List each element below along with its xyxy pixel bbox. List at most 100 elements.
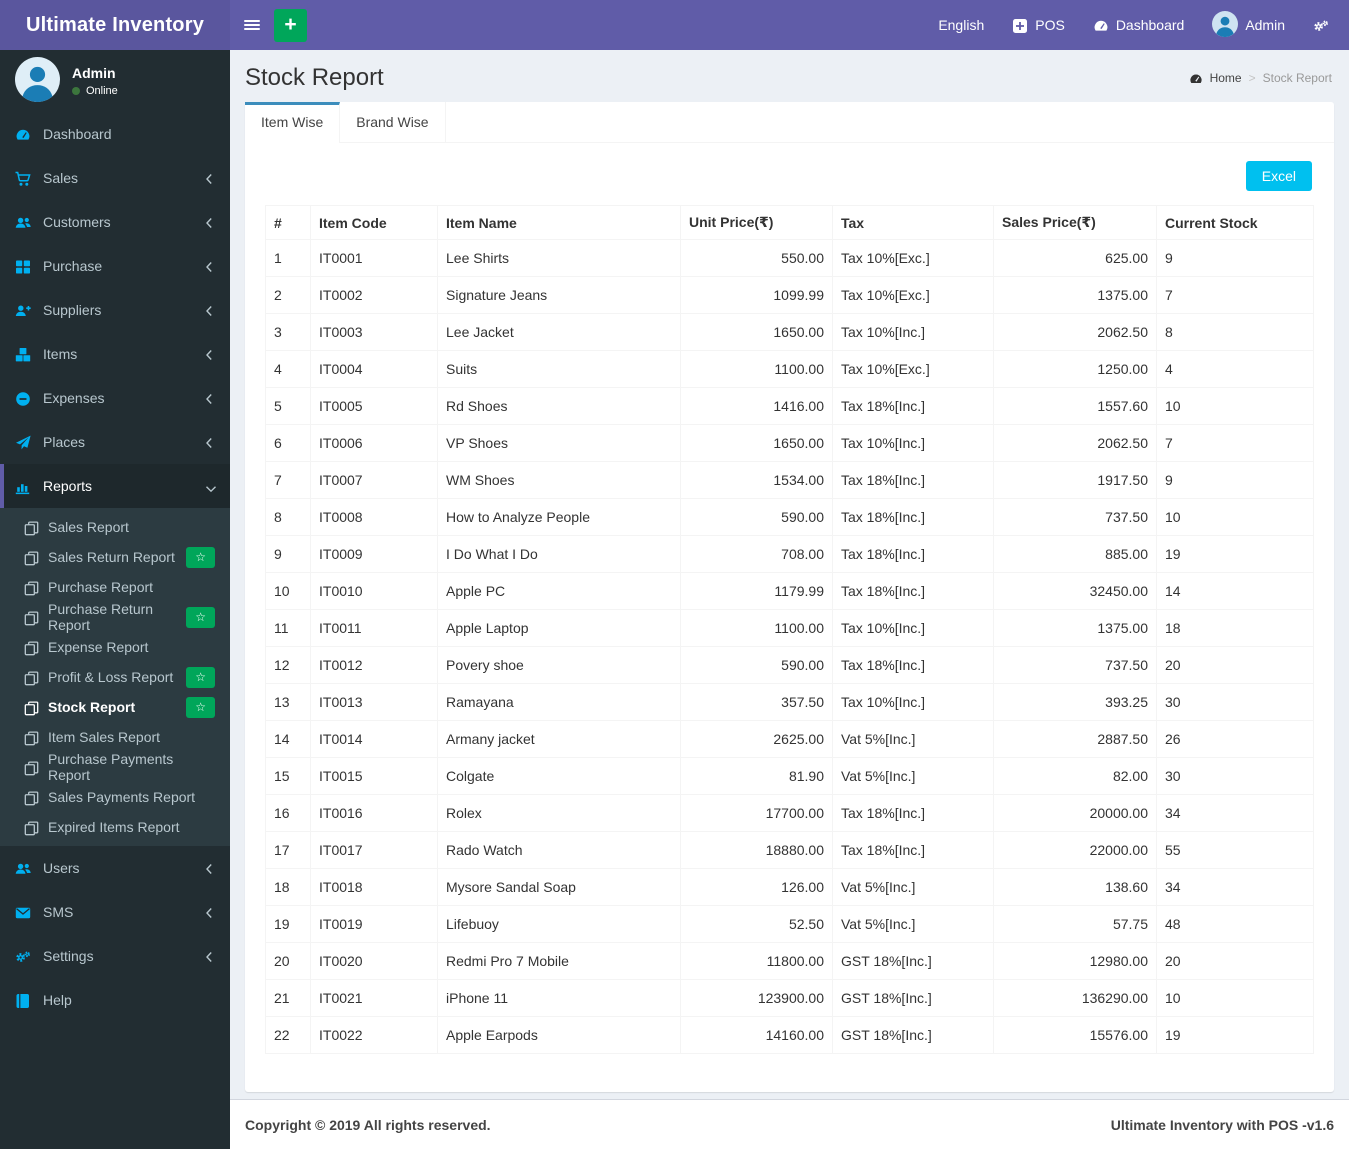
cell-current-stock: 10 (1156, 979, 1314, 1017)
submenu-item-label: Expired Items Report (48, 819, 180, 835)
sidebar-item-customers[interactable]: Customers (0, 200, 230, 244)
cell-sno: 13 (265, 683, 311, 721)
cell-item-code: IT0013 (310, 683, 438, 721)
sidebar-item-sales[interactable]: Sales (0, 156, 230, 200)
submenu-item-item-sales-report[interactable]: Item Sales Report (0, 722, 230, 752)
submenu-item-purchase-payments-report[interactable]: Purchase Payments Report (0, 751, 230, 783)
cell-unit-price: 1534.00 (680, 461, 833, 499)
sidebar-item-users[interactable]: Users (0, 846, 230, 890)
submenu-item-sales-report[interactable]: Sales Report (0, 512, 230, 542)
submenu-item-expired-items-report[interactable]: Expired Items Report (0, 812, 230, 842)
tachometer-icon (1093, 17, 1109, 33)
cell-current-stock: 55 (1156, 831, 1314, 869)
sidebar-item-label: Dashboard (43, 126, 112, 142)
cell-sno: 10 (265, 572, 311, 610)
cell-unit-price: 1416.00 (680, 387, 833, 425)
chevron-left-icon (205, 950, 215, 962)
submenu-item-expense-report[interactable]: Expense Report (0, 632, 230, 662)
cell-item-code: IT0021 (310, 979, 438, 1017)
page-title: Stock Report (245, 64, 384, 91)
quick-add-button[interactable]: + (274, 8, 307, 42)
sidebar-item-suppliers[interactable]: Suppliers (0, 288, 230, 332)
footer: Copyright © 2019 All rights reserved. Ul… (230, 1099, 1349, 1149)
sidebar-item-label: Help (43, 992, 72, 1008)
top-navbar: Ultimate Inventory + English POS Dashboa… (0, 0, 1349, 50)
submenu-item-profit-loss-report[interactable]: Profit & Loss Report ☆ (0, 662, 230, 692)
cell-tax: Tax 10%[Exc.] (832, 276, 994, 314)
star-badge: ☆ (186, 546, 215, 568)
plus-square-icon (1012, 17, 1028, 34)
cell-unit-price: 14160.00 (680, 1016, 833, 1054)
online-status-label: Online (86, 85, 118, 97)
cell-item-name: Colgate (437, 757, 681, 795)
table-row: 5 IT0005 Rd Shoes 1416.00 Tax 18%[Inc.] … (265, 387, 1314, 425)
sidebar-item-purchase[interactable]: Purchase (0, 244, 230, 288)
cell-item-name: Armany jacket (437, 720, 681, 758)
cell-item-name: Ramayana (437, 683, 681, 721)
submenu-item-label: Stock Report (48, 699, 136, 715)
table-row: 3 IT0003 Lee Jacket 1650.00 Tax 10%[Inc.… (265, 313, 1314, 351)
cell-sno: 21 (265, 979, 311, 1017)
tab-item-wise[interactable]: Item Wise (245, 102, 341, 143)
cell-sales-price: 1917.50 (993, 461, 1157, 499)
cell-current-stock: 19 (1156, 535, 1314, 573)
cell-current-stock: 14 (1156, 572, 1314, 610)
sidebar-item-expenses[interactable]: Expenses (0, 376, 230, 420)
cell-tax: Vat 5%[Inc.] (832, 757, 994, 795)
submenu-item-sales-payments-report[interactable]: Sales Payments Report (0, 782, 230, 812)
language-menu[interactable]: English (938, 17, 985, 33)
chevron-left-icon (205, 348, 215, 360)
cell-item-code: IT0015 (310, 757, 438, 795)
sidebar-item-dashboard[interactable]: Dashboard (0, 112, 230, 156)
tab-brand-wise[interactable]: Brand Wise (340, 102, 446, 142)
tab-strip: Item Wise Brand Wise (245, 102, 1334, 143)
cell-sno: 15 (265, 757, 311, 795)
sidebar-item-sms[interactable]: SMS (0, 890, 230, 934)
copy-icon (24, 580, 39, 596)
breadcrumb-home[interactable]: Home (1209, 71, 1242, 85)
table-row: 2 IT0002 Signature Jeans 1099.99 Tax 10%… (265, 276, 1314, 314)
chevron-down-icon (205, 480, 216, 493)
sidebar-item-help[interactable]: Help (0, 978, 230, 1022)
cell-unit-price: 590.00 (680, 646, 833, 684)
footer-copyright: Copyright © 2019 All rights reserved. (245, 1116, 491, 1133)
submenu-item-purchase-report[interactable]: Purchase Report (0, 572, 230, 602)
cell-sno: 22 (265, 1016, 311, 1054)
sidebar-item-settings[interactable]: Settings (0, 934, 230, 978)
cell-item-name: Lifebuoy (437, 905, 681, 943)
bar-chart-icon (15, 478, 31, 495)
brand-logo[interactable]: Ultimate Inventory (0, 0, 230, 50)
pos-link[interactable]: POS (1012, 17, 1065, 34)
book-icon (15, 992, 31, 1009)
cell-unit-price: 1650.00 (680, 424, 833, 462)
submenu-item-label: Purchase Payments Report (48, 751, 174, 783)
cell-item-code: IT0004 (310, 350, 438, 388)
cell-item-name: Rado Watch (437, 831, 681, 869)
cell-sales-price: 82.00 (993, 757, 1157, 795)
sidebar-item-items[interactable]: Items (0, 332, 230, 376)
cell-sno: 16 (265, 794, 311, 832)
sidebar-item-reports[interactable]: Reports (0, 464, 230, 508)
cell-unit-price: 1179.99 (680, 572, 833, 610)
cell-item-name: I Do What I Do (437, 535, 681, 573)
cell-tax: GST 18%[Inc.] (832, 942, 994, 980)
cell-item-code: IT0010 (310, 572, 438, 610)
menu-toggle-icon[interactable] (244, 17, 260, 33)
cell-tax: Tax 10%[Inc.] (832, 683, 994, 721)
cell-unit-price: 708.00 (680, 535, 833, 573)
cell-tax: Tax 18%[Inc.] (832, 387, 994, 425)
submenu-item-stock-report[interactable]: Stock Report ☆ (0, 692, 230, 722)
users-icon (15, 214, 31, 230)
settings-menu[interactable] (1313, 16, 1329, 33)
dashboard-link[interactable]: Dashboard (1093, 17, 1184, 33)
submenu-item-purchase-return-report[interactable]: Purchase Return Report ☆ (0, 601, 230, 633)
cell-item-name: Povery shoe (437, 646, 681, 684)
cell-item-name: Rd Shoes (437, 387, 681, 425)
copy-icon (24, 640, 39, 656)
excel-export-button[interactable]: Excel (1245, 161, 1312, 191)
user-menu[interactable]: Admin (1212, 10, 1285, 40)
cell-tax: GST 18%[Inc.] (832, 1016, 994, 1054)
submenu-item-sales-return-report[interactable]: Sales Return Report ☆ (0, 542, 230, 572)
sidebar-item-places[interactable]: Places (0, 420, 230, 464)
cell-item-code: IT0006 (310, 424, 438, 462)
